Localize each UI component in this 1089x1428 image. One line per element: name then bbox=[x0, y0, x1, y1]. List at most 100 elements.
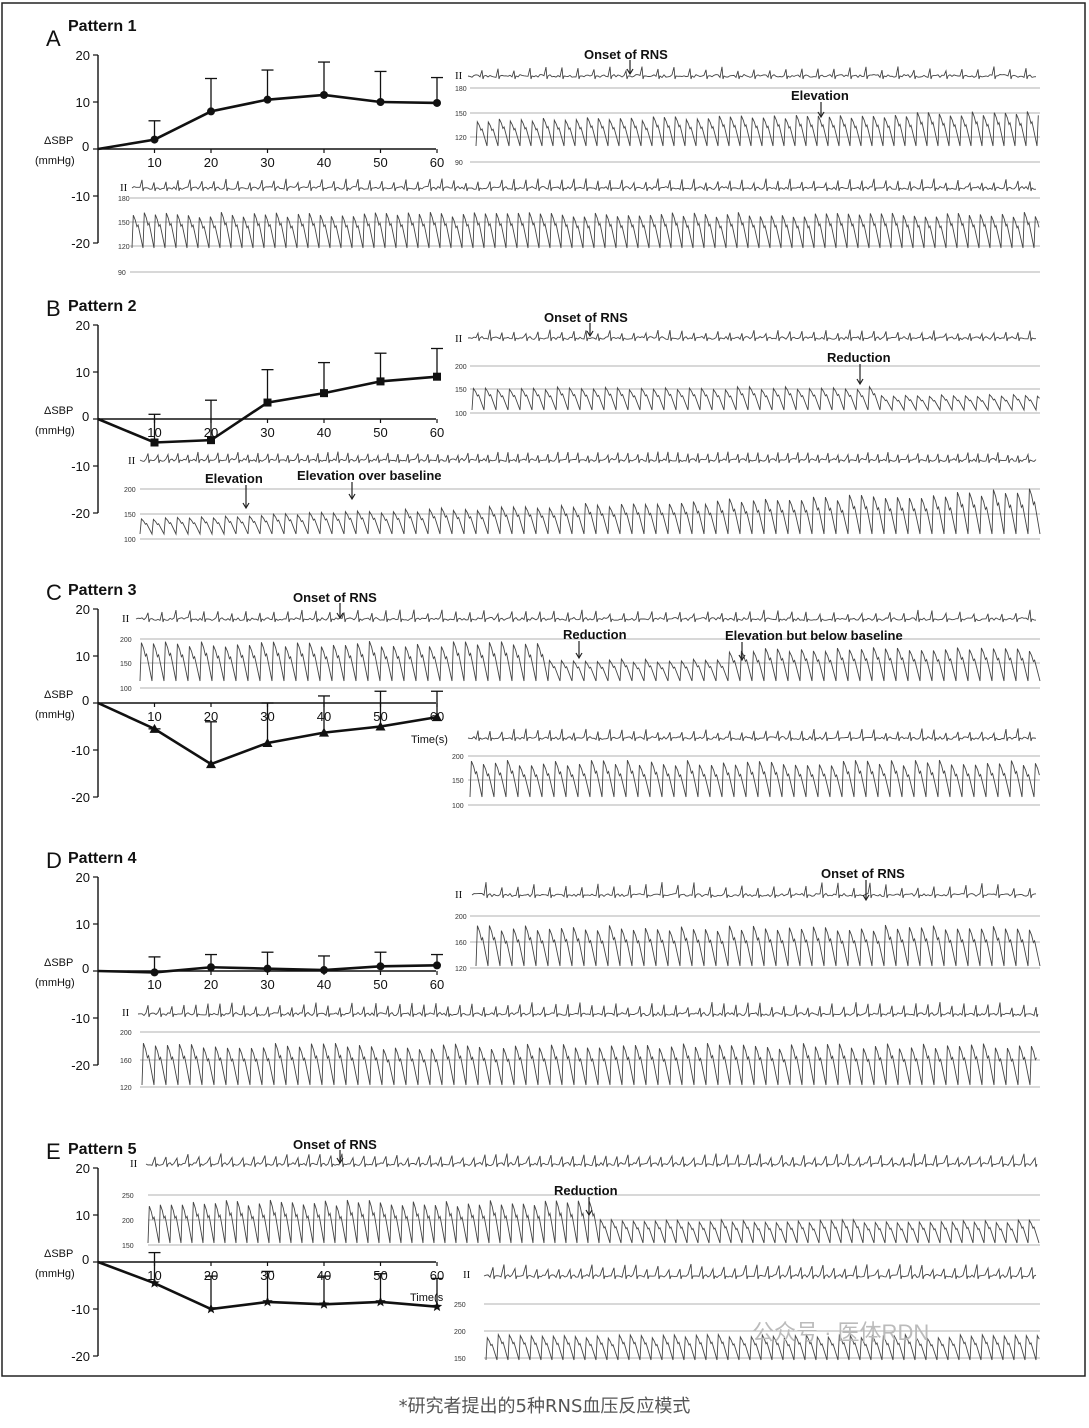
data-point bbox=[150, 968, 159, 977]
data-point bbox=[263, 964, 272, 973]
pattern-title: Pattern 5 bbox=[68, 1141, 137, 1158]
x-tick-label: 40 bbox=[317, 977, 331, 992]
y-tick-label: -20 bbox=[71, 1349, 90, 1364]
ecg-trace bbox=[471, 882, 1037, 899]
data-point bbox=[262, 1296, 273, 1307]
arrow-elevation-head bbox=[817, 111, 825, 119]
y-tick-label: 10 bbox=[76, 95, 90, 110]
bp-scale-label: 160 bbox=[455, 940, 467, 947]
bp-scale-label: 200 bbox=[122, 1218, 134, 1225]
time-label: Time(s bbox=[410, 1292, 444, 1304]
x-tick-label: 60 bbox=[430, 155, 444, 170]
data-point bbox=[433, 961, 441, 970]
annotation-reduction: Reduction bbox=[554, 1183, 618, 1198]
bp-trace bbox=[139, 488, 1041, 536]
data-point bbox=[375, 721, 386, 731]
x-tick-label: 60 bbox=[430, 425, 444, 440]
y-tick-label-zero: 0 bbox=[82, 693, 89, 708]
chart-panel-a: A Pattern 1 20 10 -10 -20 0 ΔSBP (mmHg) 10 20 30 40 5… bbox=[35, 18, 444, 251]
x-tick-label: 10 bbox=[147, 977, 161, 992]
traces-layer: II 180 150 120 90 Onset of RNS Elevation II 180 1… bbox=[118, 47, 1041, 1363]
data-point bbox=[375, 1296, 386, 1307]
data-point bbox=[376, 962, 385, 971]
bp-scale-label: 250 bbox=[454, 1302, 466, 1309]
data-point bbox=[433, 372, 441, 381]
arrow-onset-head bbox=[336, 1157, 344, 1165]
data-point bbox=[150, 438, 159, 447]
bp-scale-label: 150 bbox=[454, 1356, 466, 1363]
lead-label: II bbox=[122, 1007, 130, 1019]
x-tick-label: 20 bbox=[204, 977, 218, 992]
bp-scale-label: 90 bbox=[118, 270, 126, 277]
bp-scale-label: 100 bbox=[455, 411, 467, 418]
bp-scale-label: 150 bbox=[452, 778, 464, 785]
y-tick-label: 20 bbox=[76, 602, 90, 617]
ecg-trace bbox=[139, 451, 1037, 464]
y-tick-label: 20 bbox=[76, 1161, 90, 1176]
annotation-onset: Onset of RNS bbox=[293, 590, 377, 605]
data-point bbox=[263, 95, 272, 104]
y-axis-unit: (mmHg) bbox=[35, 155, 75, 167]
data-point bbox=[433, 98, 441, 107]
annotation-reduction: Reduction bbox=[827, 350, 891, 365]
bp-scale-label: 120 bbox=[120, 1085, 132, 1092]
lead-label: II bbox=[463, 1269, 471, 1281]
bp-scale-label: 100 bbox=[452, 803, 464, 810]
bp-scale-label: 90 bbox=[455, 160, 463, 167]
arrow-reduction-head bbox=[585, 1209, 593, 1217]
data-point bbox=[376, 98, 385, 106]
y-tick-label: -20 bbox=[71, 506, 90, 521]
x-tick-label: 40 bbox=[317, 155, 331, 170]
y-tick-label: -20 bbox=[71, 1058, 90, 1073]
data-point bbox=[263, 398, 272, 407]
pattern-title: Pattern 2 bbox=[68, 298, 137, 315]
bp-scale-label: 180 bbox=[118, 196, 130, 203]
x-tick-label: 30 bbox=[260, 155, 274, 170]
y-tick-label: -10 bbox=[71, 743, 90, 758]
arrow-onset-head bbox=[862, 894, 870, 902]
y-tick-label-zero: 0 bbox=[82, 961, 89, 976]
annotation-reduction: Reduction bbox=[563, 627, 627, 642]
lead-label: II bbox=[120, 182, 128, 194]
data-point bbox=[206, 759, 216, 769]
arrow-reduction-head bbox=[575, 652, 583, 660]
bp-scale-label: 250 bbox=[122, 1193, 134, 1200]
bp-scale-label: 100 bbox=[120, 686, 132, 693]
bp-scale-label: 200 bbox=[120, 1030, 132, 1037]
arrow-elevation-below-head bbox=[738, 654, 746, 662]
panel-letter: D bbox=[46, 848, 62, 873]
data-point bbox=[207, 107, 215, 116]
bp-scale-label: 200 bbox=[455, 364, 467, 371]
y-tick-label: 20 bbox=[76, 48, 90, 63]
x-tick-label: 20 bbox=[204, 709, 218, 724]
y-tick-label: -20 bbox=[71, 236, 90, 251]
y-tick-label: 10 bbox=[76, 365, 90, 380]
panel-letter: C bbox=[46, 580, 62, 605]
data-point bbox=[207, 963, 215, 972]
figure-caption: *研究者提出的5种RNS血压反应模式 bbox=[398, 1396, 691, 1417]
data-point bbox=[262, 737, 273, 747]
y-tick-label: 10 bbox=[76, 1208, 90, 1223]
data-point bbox=[320, 389, 328, 398]
bp-scale-label: 200 bbox=[452, 754, 464, 761]
y-axis-label: ΔSBP bbox=[44, 957, 73, 969]
lead-label: II bbox=[122, 613, 130, 625]
y-axis-unit: (mmHg) bbox=[35, 977, 75, 989]
chart-panel-d: D Pattern 4 20 10 -10 -20 0 ΔSBP (mmHg) 10 20 30 40 5… bbox=[35, 848, 444, 1073]
bp-trace bbox=[141, 1042, 1037, 1086]
y-tick-label: 10 bbox=[76, 649, 90, 664]
x-tick-label: 50 bbox=[373, 425, 387, 440]
annotation-onset: Onset of RNS bbox=[584, 47, 668, 62]
data-point bbox=[431, 1301, 443, 1312]
y-tick-label-zero: 0 bbox=[82, 1252, 89, 1267]
bp-trace bbox=[485, 1332, 1040, 1361]
data-point bbox=[376, 377, 385, 386]
x-tick-label: 50 bbox=[373, 977, 387, 992]
ecg-trace bbox=[137, 1002, 1039, 1018]
time-label: Time(s) bbox=[411, 734, 448, 746]
x-tick-label: 10 bbox=[147, 155, 161, 170]
